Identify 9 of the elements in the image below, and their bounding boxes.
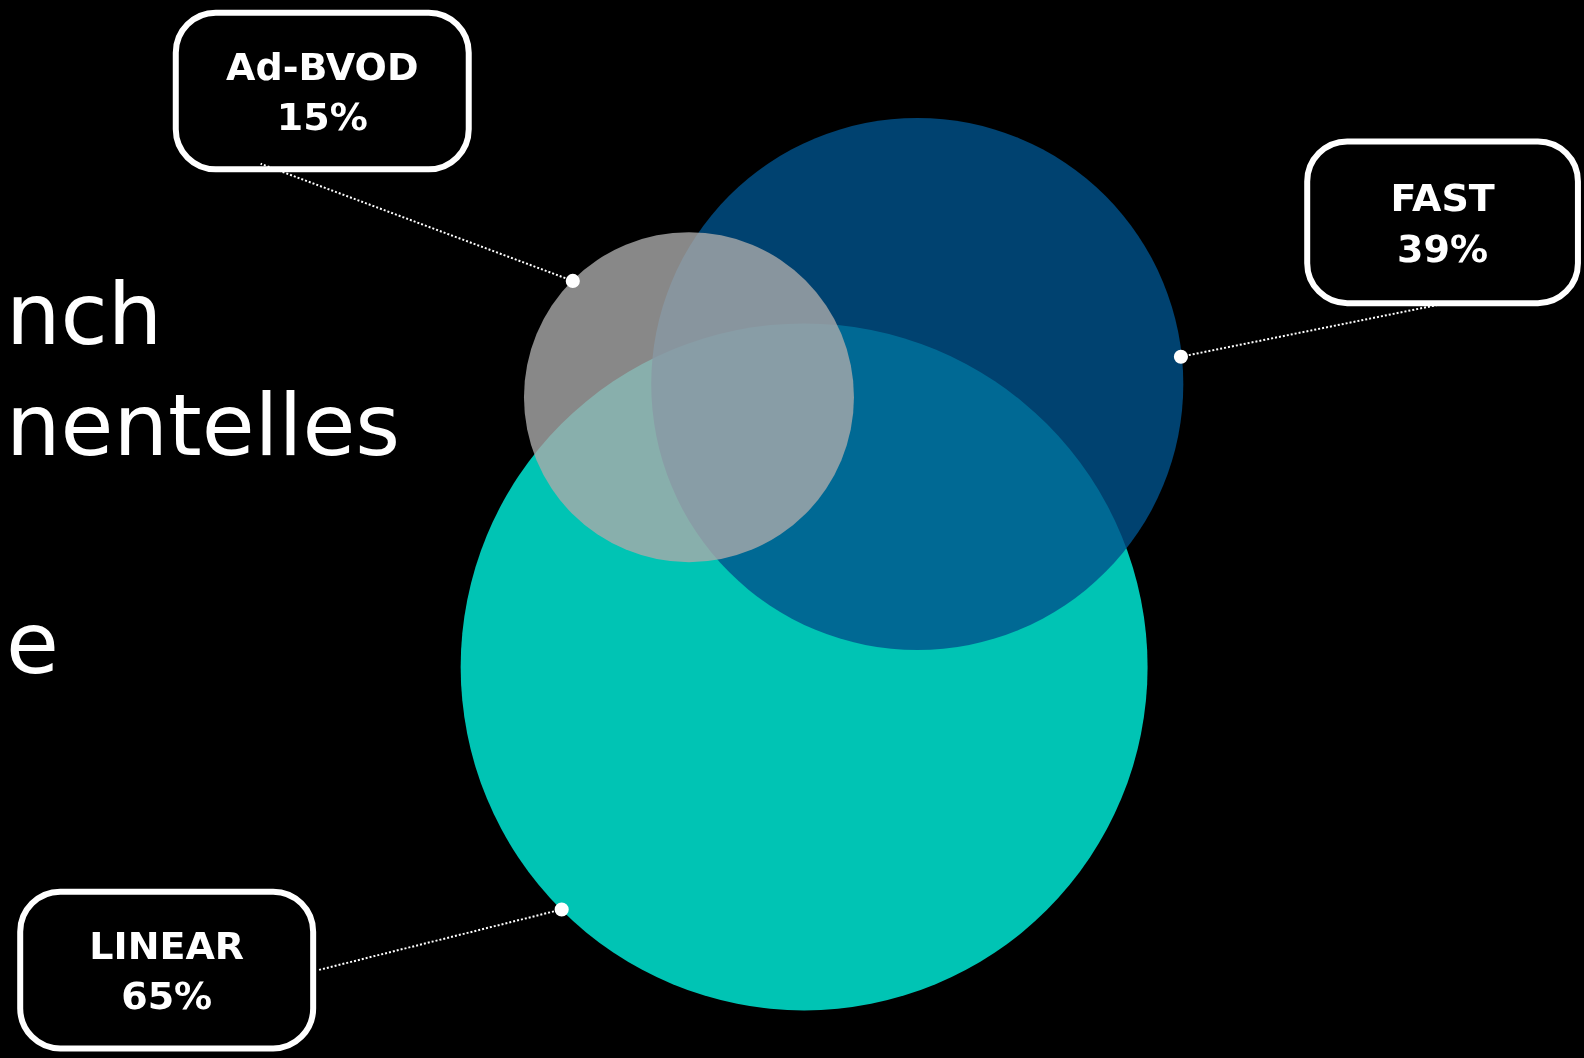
category-label: FAST bbox=[1390, 176, 1495, 221]
category-label: LINEAR bbox=[89, 923, 245, 968]
text: nch bbox=[6, 264, 163, 365]
data-label: 39% bbox=[1397, 226, 1489, 271]
text: nentelles bbox=[6, 375, 401, 476]
category-label: Ad-BVOD bbox=[226, 44, 419, 89]
text: e bbox=[6, 592, 59, 693]
data-label: 65% bbox=[121, 974, 213, 1019]
data-label: 15% bbox=[276, 95, 368, 140]
